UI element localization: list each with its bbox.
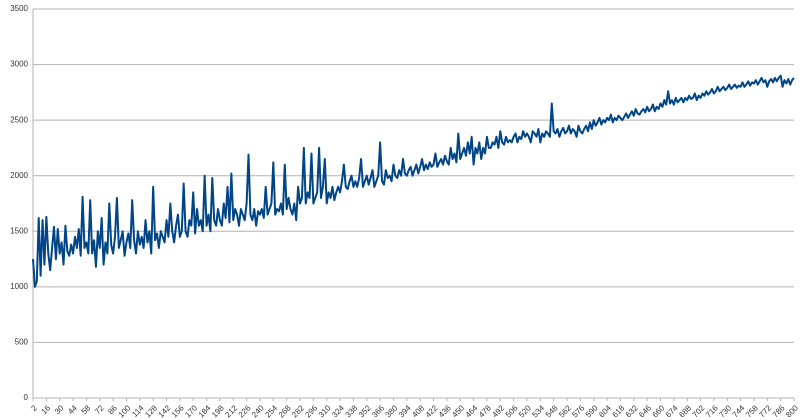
x-tick-label: 30 (53, 403, 66, 416)
x-tick-label: 72 (93, 403, 106, 416)
x-tick-label: 2 (29, 403, 39, 413)
x-tick-label: 44 (66, 403, 79, 416)
y-tick-label: 500 (15, 338, 29, 347)
x-tick-label: 16 (40, 403, 53, 416)
x-tick-label: 800 (784, 403, 800, 419)
y-tick-label: 1000 (10, 282, 28, 291)
data-line (32, 74, 795, 288)
y-tick-label: 3000 (10, 60, 28, 69)
y-tick-label: 3500 (10, 4, 28, 13)
x-tick-label: 58 (80, 403, 93, 416)
y-tick-label: 1500 (10, 226, 28, 235)
y-tick-label: 0 (24, 393, 29, 402)
x-tick-label: 114 (130, 403, 146, 419)
y-tick-label: 2500 (10, 115, 28, 124)
y-tick-label: 2000 (10, 171, 28, 180)
